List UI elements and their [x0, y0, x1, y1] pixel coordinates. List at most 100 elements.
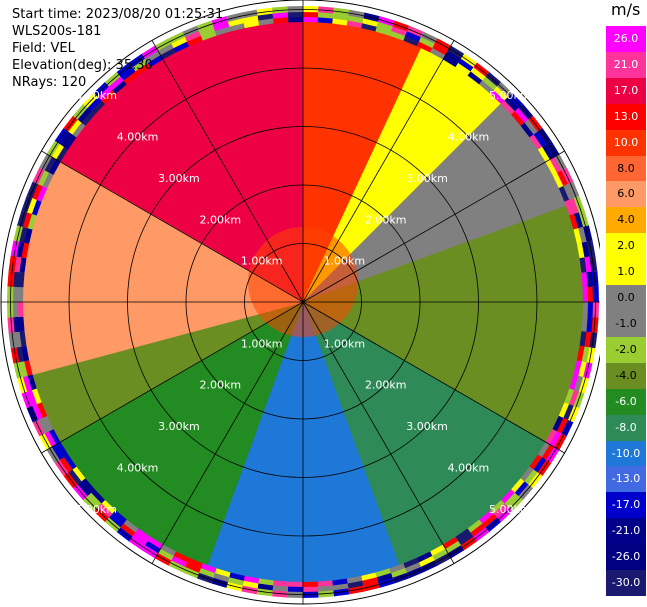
- colorbar-tick-label: -1.0: [615, 316, 637, 330]
- range-ring-label: 5.00km: [75, 503, 117, 516]
- range-ring-label: 5.00km: [489, 89, 531, 102]
- noise-gate: [182, 566, 200, 579]
- noise-gate: [198, 25, 215, 36]
- noise-gate: [184, 562, 201, 574]
- noise-gate: [430, 47, 446, 60]
- noise-gate: [23, 360, 33, 377]
- noise-gate: [287, 586, 303, 593]
- noise-gate: [134, 62, 151, 76]
- noise-gate: [227, 577, 244, 587]
- noise-gate: [511, 110, 526, 126]
- range-ring-label: 2.00km: [199, 213, 241, 226]
- azimuth-line: [151, 40, 304, 303]
- noise-gate: [93, 507, 109, 522]
- noise-gate: [111, 79, 127, 94]
- noise-gate: [17, 377, 28, 394]
- noise-gate: [147, 54, 163, 68]
- colorbar-tick-label: 8.0: [617, 161, 635, 175]
- noise-gate: [391, 568, 408, 579]
- noise-gate: [493, 503, 509, 519]
- range-ring-label: 3.00km: [406, 172, 448, 185]
- noise-gate: [123, 519, 139, 534]
- colorbar-tick-label: 13.0: [613, 109, 639, 123]
- noise-gate: [504, 96, 520, 112]
- noise-gate: [26, 213, 37, 230]
- noise-gate: [578, 210, 589, 227]
- noise-gate: [574, 375, 585, 392]
- noise-gate: [147, 536, 163, 550]
- noise-gate: [287, 591, 303, 598]
- noise-gate: [406, 25, 424, 38]
- noise-gate: [48, 429, 61, 445]
- noise-gate: [524, 118, 539, 135]
- noise-gate: [21, 375, 32, 392]
- noise-gate: [587, 302, 594, 318]
- noise-gate: [589, 332, 598, 349]
- noise-gate: [256, 588, 273, 597]
- noise-gate: [418, 36, 436, 49]
- noise-gate: [287, 6, 303, 13]
- noise-gate: [549, 431, 563, 448]
- noise-gate: [578, 226, 588, 243]
- noise-gate: [583, 362, 593, 379]
- noise-gate: [272, 6, 288, 14]
- noise-gate: [508, 496, 523, 512]
- noise-gate: [26, 181, 39, 199]
- noise-gate: [97, 85, 113, 101]
- noise-gate: [362, 17, 379, 27]
- noise-gate: [445, 541, 462, 555]
- noise-gate: [198, 568, 215, 579]
- noise-gate: [35, 402, 48, 419]
- noise-gate: [43, 431, 57, 448]
- noise-gate: [520, 466, 535, 482]
- noise-gate: [173, 40, 190, 53]
- noise-gate: [497, 507, 513, 522]
- noise-gate: [30, 199, 42, 216]
- noise-gate: [432, 42, 449, 56]
- noise-gate: [416, 40, 433, 53]
- range-ring-label: 3.00km: [158, 172, 200, 185]
- noise-gate: [37, 169, 50, 187]
- noise-gate: [490, 89, 506, 105]
- colorbar-tick-label: -13.0: [611, 472, 641, 486]
- noise-gate: [8, 255, 17, 272]
- noise-gate: [445, 49, 462, 63]
- start-time-label: Start time: 2023/08/20 01:25:31: [12, 7, 224, 22]
- noise-gate: [391, 25, 408, 36]
- azimuth-line: [151, 301, 304, 564]
- noise-gate: [363, 12, 380, 22]
- noise-gate: [592, 286, 599, 302]
- noise-gate: [100, 89, 116, 105]
- noise-gate: [511, 478, 526, 494]
- noise-gate: [26, 390, 37, 407]
- noise-gate: [10, 240, 20, 257]
- noise-gate: [479, 510, 495, 525]
- colorbar-segment: [606, 155, 646, 182]
- noise-gate: [303, 16, 318, 23]
- noise-gate: [482, 75, 498, 91]
- noise-gate: [168, 31, 186, 44]
- noise-gate: [55, 442, 69, 458]
- noise-gate: [144, 49, 161, 63]
- noise-gate: [573, 227, 583, 244]
- colorbar-tick-label: -30.0: [611, 576, 641, 590]
- noise-gate: [563, 183, 575, 200]
- noise-gate: [567, 181, 580, 199]
- noise-gate: [17, 210, 28, 227]
- colorbar-tick-label: -4.0: [615, 368, 637, 382]
- noise-gate: [213, 20, 230, 31]
- noise-gate: [26, 197, 37, 214]
- noise-gate: [31, 183, 43, 200]
- noise-gate: [303, 11, 319, 18]
- noise-gate: [549, 156, 563, 173]
- noise-gate: [8, 332, 17, 349]
- noise-gate: [160, 47, 176, 60]
- noise-gate: [83, 496, 98, 512]
- noise-gate: [241, 9, 258, 19]
- noise-gate: [567, 405, 580, 423]
- noise-gate: [361, 572, 378, 582]
- noise-gate: [86, 492, 102, 508]
- range-ring-label: 3.00km: [158, 420, 200, 433]
- radar-plot: 1.00km 1.00km 1.00km 1.00km 2.00km 2.00km 2.00…: [0, 0, 600, 605]
- noise-gate: [490, 499, 506, 515]
